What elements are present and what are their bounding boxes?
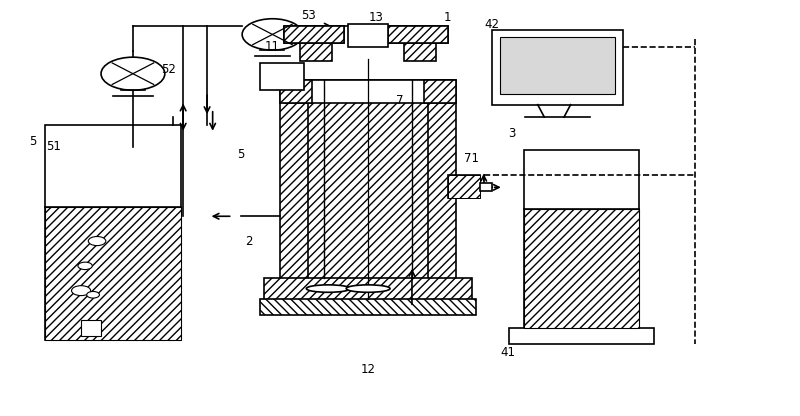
Circle shape xyxy=(242,19,302,50)
Text: 7: 7 xyxy=(396,94,404,107)
Bar xyxy=(300,26,332,61)
Text: 5: 5 xyxy=(237,148,244,161)
Bar xyxy=(46,125,181,340)
Text: 51: 51 xyxy=(46,139,61,153)
Bar xyxy=(281,80,312,103)
Bar xyxy=(285,26,344,43)
Bar xyxy=(304,80,432,287)
Text: 13: 13 xyxy=(369,11,383,25)
Bar xyxy=(492,30,623,105)
Bar xyxy=(448,175,480,198)
Text: 41: 41 xyxy=(500,346,515,359)
Bar xyxy=(404,26,436,61)
Text: 12: 12 xyxy=(361,363,376,376)
Text: 1: 1 xyxy=(444,11,451,25)
Text: 3: 3 xyxy=(508,127,515,140)
Bar xyxy=(500,37,615,94)
Circle shape xyxy=(71,286,90,296)
Circle shape xyxy=(86,292,99,298)
Bar xyxy=(388,26,448,43)
Text: 5: 5 xyxy=(30,135,37,149)
Bar xyxy=(480,183,492,191)
Text: 2: 2 xyxy=(245,235,252,248)
Bar xyxy=(388,26,448,43)
Bar xyxy=(523,209,639,328)
Text: 42: 42 xyxy=(484,17,499,31)
Ellipse shape xyxy=(306,285,350,292)
Bar xyxy=(281,80,308,287)
Bar xyxy=(428,80,456,287)
Bar xyxy=(285,26,344,43)
Bar xyxy=(261,63,304,90)
Bar xyxy=(424,80,456,103)
Bar xyxy=(523,150,639,328)
Bar xyxy=(285,80,452,103)
Circle shape xyxy=(88,237,106,245)
Text: 71: 71 xyxy=(464,152,479,165)
Bar xyxy=(46,207,181,340)
Ellipse shape xyxy=(346,285,390,292)
Bar xyxy=(265,278,472,301)
Bar xyxy=(81,319,101,336)
Bar xyxy=(348,24,388,47)
Bar xyxy=(448,175,480,198)
Circle shape xyxy=(101,57,165,90)
Bar xyxy=(510,328,654,344)
Text: 11: 11 xyxy=(265,40,280,53)
Bar xyxy=(261,299,476,315)
Text: 52: 52 xyxy=(162,63,176,76)
Text: 53: 53 xyxy=(301,9,316,22)
Circle shape xyxy=(78,262,92,270)
